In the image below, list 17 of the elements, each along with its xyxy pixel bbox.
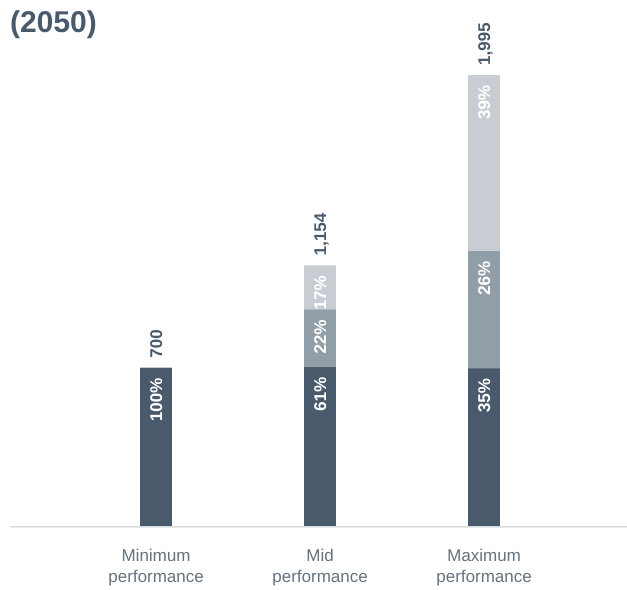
x-tick-label: Mid performance	[272, 546, 368, 586]
bar	[468, 368, 500, 526]
annotation: 700	[147, 329, 166, 358]
bar	[304, 366, 336, 526]
annotation: 1,154	[311, 212, 330, 256]
annotation: 22%	[311, 320, 330, 354]
chart-title: (2050)	[10, 6, 97, 39]
bar	[468, 250, 500, 368]
annotation: 100%	[147, 378, 166, 422]
annotation: 35%	[475, 378, 494, 412]
annotation: 26%	[475, 260, 494, 295]
annotation: 1,995	[475, 22, 494, 65]
x-tick-label: Minimum performance	[108, 546, 204, 586]
bar	[140, 368, 172, 526]
annotation: 61%	[311, 376, 330, 411]
bar	[468, 75, 500, 251]
x-tick-label: Maximum performance	[436, 546, 532, 586]
